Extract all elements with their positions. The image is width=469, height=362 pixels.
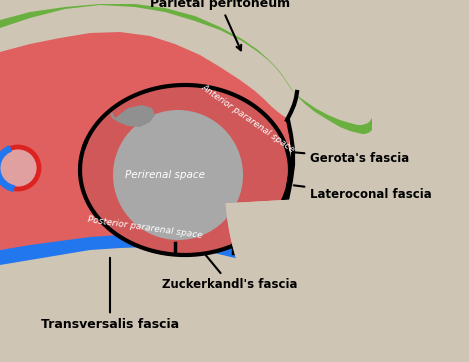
Text: Transversalis fascia: Transversalis fascia: [41, 258, 179, 331]
Polygon shape: [0, 235, 288, 276]
Polygon shape: [226, 0, 469, 362]
Text: Zuckerkandl's fascia: Zuckerkandl's fascia: [162, 255, 298, 291]
Polygon shape: [226, 0, 469, 362]
Text: Perirenal space: Perirenal space: [125, 170, 205, 180]
Polygon shape: [80, 85, 290, 255]
Text: Lateroconal fascia: Lateroconal fascia: [294, 185, 432, 202]
Polygon shape: [0, 32, 290, 252]
Circle shape: [113, 110, 243, 240]
Circle shape: [0, 147, 39, 189]
Text: Gerota's fascia: Gerota's fascia: [293, 152, 409, 164]
Text: Parietal peritoneum: Parietal peritoneum: [150, 0, 290, 50]
Polygon shape: [0, 4, 372, 134]
Polygon shape: [110, 105, 155, 127]
Text: Anterior pararenal space: Anterior pararenal space: [199, 82, 296, 154]
Text: Posterior pararenal space: Posterior pararenal space: [87, 215, 203, 240]
Polygon shape: [372, 0, 469, 150]
